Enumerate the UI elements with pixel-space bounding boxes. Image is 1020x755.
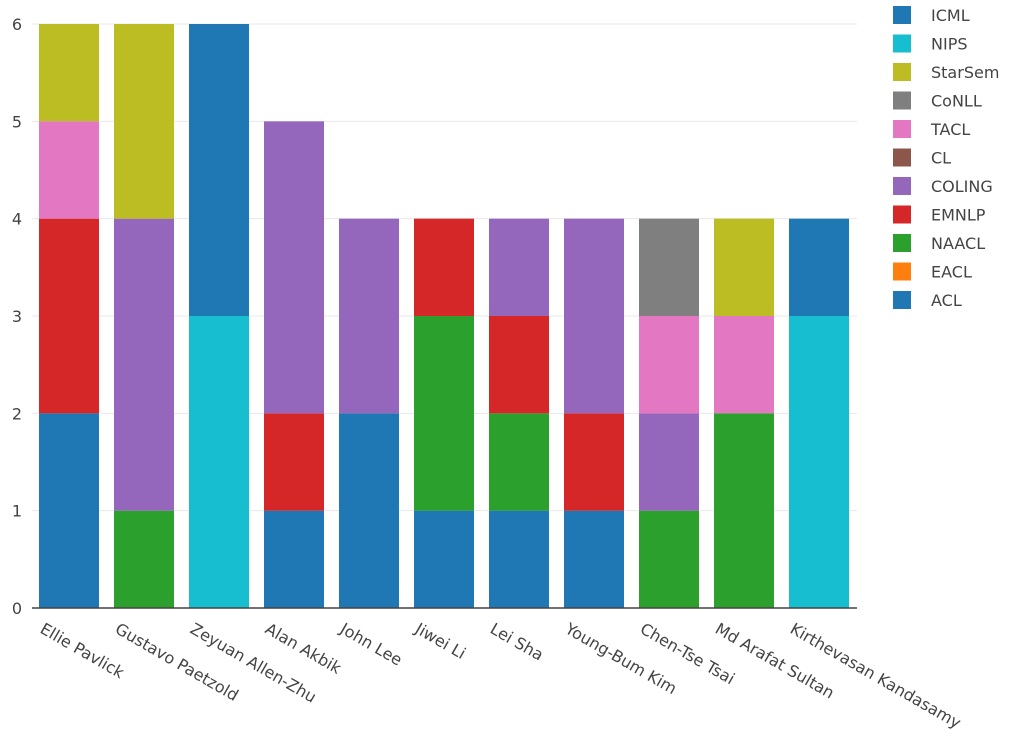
bar-segment-emnlp[interactable] (564, 413, 624, 511)
legend-label: CoNLL (931, 92, 982, 111)
bar-segment-coling[interactable] (639, 413, 699, 511)
legend-swatch (893, 6, 911, 24)
bar-segment-tacl[interactable] (639, 316, 699, 414)
legend-swatch (893, 262, 911, 281)
bar-segment-tacl[interactable] (714, 316, 774, 414)
legend-swatch (893, 291, 911, 309)
legend-label: StarSem (931, 63, 999, 82)
x-tick-label: Zeyuan Allen-Zhu (187, 619, 320, 707)
bar-segment-starsem[interactable] (39, 24, 99, 122)
bar-segment-nips[interactable] (189, 316, 249, 608)
y-tick-label: 6 (12, 15, 22, 34)
legend-swatch (893, 205, 911, 224)
legend-item-acl[interactable]: ACL (893, 291, 962, 310)
legend-swatch (893, 234, 911, 252)
bar-segment-icml[interactable] (789, 218, 849, 316)
bar-segment-tacl[interactable] (39, 121, 99, 219)
bar-segment-coling[interactable] (489, 218, 549, 316)
bar-segment-acl[interactable] (39, 413, 99, 608)
y-tick-label: 5 (12, 112, 22, 131)
x-tick-label: Ellie Pavlick (37, 619, 128, 683)
legend-item-eacl[interactable]: EACL (893, 262, 972, 282)
legend-item-tacl[interactable]: TACL (893, 120, 970, 139)
legend-label: ICML (931, 6, 970, 25)
legend-item-starsem[interactable]: StarSem (893, 63, 999, 82)
legend-swatch (893, 91, 911, 110)
bar-segment-coling[interactable] (114, 218, 174, 511)
legend-swatch (893, 120, 911, 138)
bar-segment-acl[interactable] (339, 413, 399, 608)
bar-segment-naacl[interactable] (114, 510, 174, 608)
legend-item-naacl[interactable]: NAACL (893, 234, 985, 253)
legend-swatch (893, 148, 911, 167)
bar-segment-naacl[interactable] (639, 510, 699, 608)
y-tick-label: 2 (12, 404, 22, 423)
legend-swatch (893, 177, 911, 195)
legend-label: EACL (931, 263, 972, 282)
bar-segment-icml[interactable] (189, 24, 249, 316)
bar-segment-acl[interactable] (264, 510, 324, 608)
bar-segment-emnlp[interactable] (39, 218, 99, 414)
bar-segment-naacl[interactable] (714, 413, 774, 608)
bar-segment-acl[interactable] (489, 510, 549, 608)
bar-segment-starsem[interactable] (714, 218, 774, 316)
y-tick-label: 1 (12, 502, 22, 521)
legend-label: ACL (931, 291, 962, 310)
bar-segment-emnlp[interactable] (489, 316, 549, 414)
legend-item-nips[interactable]: NIPS (893, 34, 968, 54)
x-tick-label: Gustavo Paetzold (112, 619, 242, 705)
legend-label: CL (931, 149, 951, 168)
bar-segment-coling[interactable] (564, 218, 624, 414)
y-tick-label: 0 (12, 599, 22, 618)
bar-segment-nips[interactable] (789, 316, 849, 608)
legend-item-icml[interactable]: ICML (893, 6, 970, 25)
bar-segment-emnlp[interactable] (414, 218, 474, 316)
bar-segment-acl[interactable] (564, 510, 624, 608)
bar-segment-coling[interactable] (264, 121, 324, 414)
y-axis-ticks: 0 1 2 3 4 5 6 (12, 15, 22, 618)
legend-swatch (893, 63, 911, 81)
y-tick-label: 4 (12, 210, 22, 229)
bar-segment-naacl[interactable] (489, 413, 549, 511)
y-tick-label: 3 (12, 307, 22, 326)
legend-label: NIPS (931, 35, 968, 54)
legend[interactable]: ICML NIPS StarSem CoNLL TACL CL COLING EMNLP NAA… (893, 6, 999, 310)
bar-segment-conll[interactable] (639, 218, 699, 316)
legend-label: NAACL (931, 234, 985, 253)
legend-item-conll[interactable]: CoNLL (893, 91, 982, 111)
legend-item-emnlp[interactable]: EMNLP (893, 205, 986, 225)
x-tick-label: Jiwei Li (411, 619, 469, 663)
x-tick-label: John Lee (336, 619, 405, 670)
legend-swatch (893, 34, 911, 53)
x-tick-label: Lei Sha (487, 619, 547, 665)
legend-label: COLING (931, 177, 993, 196)
bar-segment-starsem[interactable] (114, 24, 174, 219)
bar-stacks (39, 24, 849, 608)
bar-segment-coling[interactable] (339, 218, 399, 414)
bar-segment-emnlp[interactable] (264, 413, 324, 511)
bar-segment-acl[interactable] (414, 510, 474, 608)
bar-segment-naacl[interactable] (414, 316, 474, 511)
legend-item-cl[interactable]: CL (893, 148, 951, 168)
legend-label: TACL (930, 120, 970, 139)
legend-label: EMNLP (931, 206, 986, 225)
legend-item-coling[interactable]: COLING (893, 177, 993, 196)
